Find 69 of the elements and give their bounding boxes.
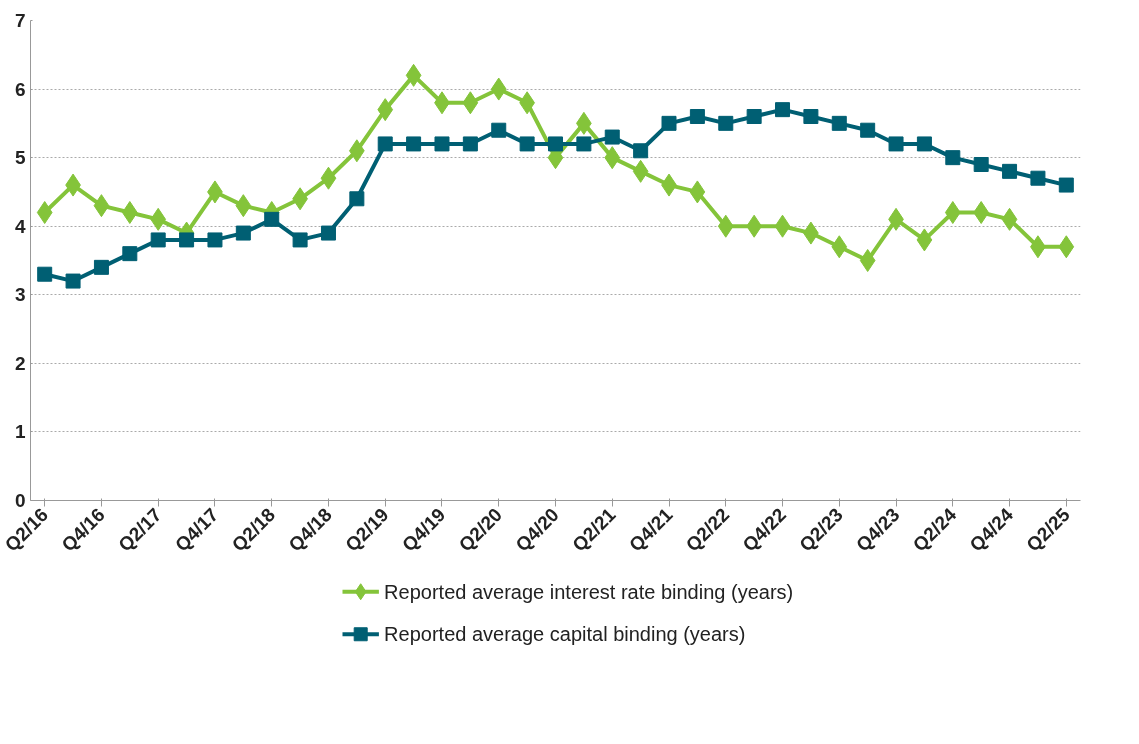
point [150,207,167,231]
point [632,159,649,183]
point [264,211,280,227]
point [292,232,308,248]
point [604,146,621,170]
point [491,122,507,138]
point [548,136,563,152]
point [661,115,677,131]
point [1001,207,1018,231]
y-tick-label: 4 [14,215,26,237]
y-tick-label: 6 [14,78,26,100]
point [973,157,989,172]
point [235,225,251,241]
point [320,225,336,241]
point [37,266,53,282]
point [1002,163,1018,179]
point [746,109,762,124]
point [320,166,337,190]
point [775,102,791,118]
point [406,136,422,152]
point [1058,177,1074,193]
point [774,214,791,238]
y-tick-label: 7 [14,10,26,31]
point [122,246,138,262]
y-tick-label: 5 [14,147,26,169]
point [831,115,847,131]
point [689,109,705,124]
point [65,273,81,289]
point [405,63,422,87]
point [377,136,393,152]
point [1058,235,1075,259]
point [916,136,932,152]
legend-label: Reported average capital binding (years) [384,623,746,646]
y-tick-label: 1 [14,421,26,443]
point [36,201,53,224]
y-tick-label: 2 [14,352,26,374]
point [490,77,507,101]
point [121,201,138,224]
point [973,201,990,224]
point [207,232,223,248]
point [1030,170,1046,186]
point [93,259,109,275]
point [803,109,819,124]
point [576,136,592,152]
point [916,228,933,252]
y-tick-label: 3 [14,284,26,306]
point [717,214,734,238]
point [349,191,365,207]
point [462,136,478,152]
point [633,143,649,159]
point [434,136,450,152]
point [377,98,394,122]
point [945,150,961,166]
legend-label: Reported average interest rate binding (years) [384,580,794,603]
point [235,194,252,218]
point [831,235,848,259]
point [93,194,110,218]
point [888,136,904,152]
y-tick-label: 0 [14,490,26,511]
point [860,122,876,138]
point [718,115,734,131]
point [689,180,706,204]
point [462,91,479,115]
point [179,232,195,248]
point [944,201,961,224]
point [150,232,166,248]
point [859,249,876,272]
point [519,136,535,152]
point [604,129,620,145]
